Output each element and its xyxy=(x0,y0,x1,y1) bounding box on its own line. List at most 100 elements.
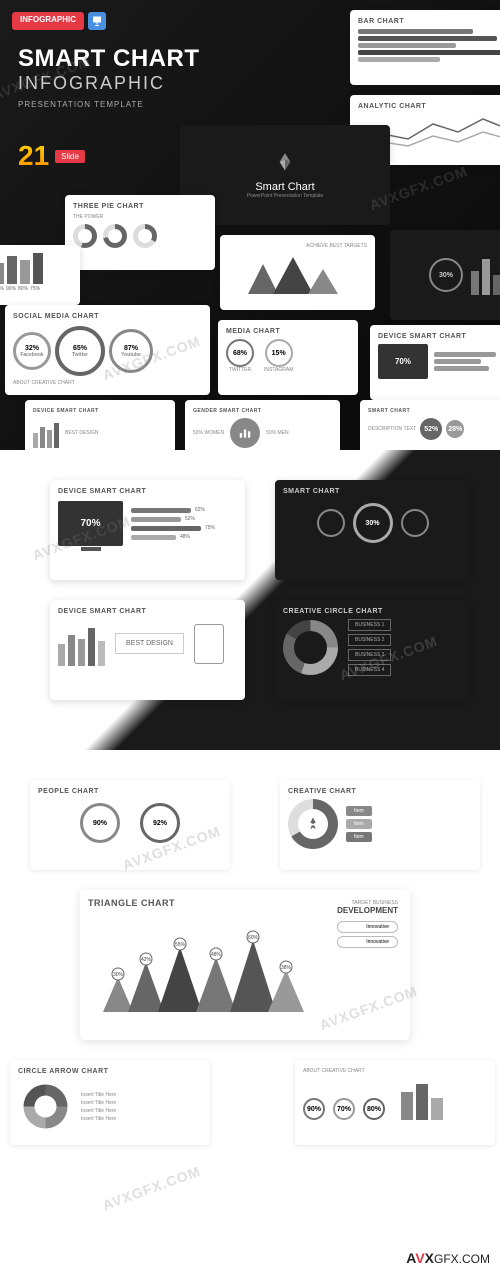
lbl: BUSINESS 2 xyxy=(348,634,391,646)
rocket-icon xyxy=(305,816,321,832)
chart-icon xyxy=(238,426,252,440)
card-people: PEOPLE CHART 90% 92% xyxy=(30,780,230,870)
svg-text:38%: 38% xyxy=(281,965,292,971)
card-title: DEVICE SMART CHART xyxy=(33,408,167,414)
pct: 87% xyxy=(124,345,138,352)
svg-text:48%: 48% xyxy=(211,952,222,958)
card-creative: CREATIVE CHART Item Item Item xyxy=(280,780,480,870)
card-title: BAR CHART xyxy=(358,18,500,25)
card-title: SOCIAL MEDIA CHART xyxy=(13,313,202,320)
lbl: Twitter xyxy=(72,352,88,358)
card-title: DEVICE SMART CHART xyxy=(58,608,237,615)
pct: 30% xyxy=(365,520,379,527)
card-creative-circle: CREATIVE CIRCLE CHART BUSINESS 1 BUSINES… xyxy=(275,600,470,700)
lbl: BUSINESS 3 xyxy=(348,649,391,661)
sub: BEST DESIGN xyxy=(65,430,99,436)
card-title: DEVICE SMART CHART xyxy=(58,488,237,495)
pct: 32% xyxy=(25,345,39,352)
card-title: GENDER SMART CHART xyxy=(193,408,332,414)
mountain-icon xyxy=(228,249,368,299)
segmented-circle-icon xyxy=(18,1079,73,1134)
lbl: BUSINESS 4 xyxy=(348,664,391,676)
sub: BEST DESIGN xyxy=(126,640,173,647)
pct: 52% xyxy=(424,426,438,433)
pct: 90% xyxy=(6,286,16,292)
pct: 85% xyxy=(0,286,4,292)
lbl: Insert Title Here xyxy=(81,1116,116,1122)
keynote-icon xyxy=(88,12,106,30)
card-title: PEOPLE CHART xyxy=(38,788,222,795)
sub: THE POWER xyxy=(73,214,207,220)
card-bottom-right: ABOUT CREATIVE CHART 90% 70% 80% xyxy=(295,1060,495,1145)
svg-text:30%: 30% xyxy=(113,972,124,978)
lbl: Facebook xyxy=(20,352,43,358)
card-title: CREATIVE CHART xyxy=(288,788,472,795)
pct: 70% xyxy=(80,518,100,529)
card-media: MEDIA CHART 68% TWITTER 15% INSTAGRAM xyxy=(218,320,358,395)
lbl: TWITTER xyxy=(226,367,254,373)
infographic-badge: INFOGRAPHIC xyxy=(12,12,84,30)
pct: 65% xyxy=(73,345,87,352)
pct: 68% xyxy=(233,350,247,357)
desc: DESCRIPTION TEXT xyxy=(368,426,416,432)
sub2: DEVELOPMENT xyxy=(337,906,398,915)
section-white: PEOPLE CHART 90% 92% CREATIVE CHART Item… xyxy=(0,750,500,1150)
card-triangle: TRIANGLE CHART TARGET BUSINESS DEVELOPME… xyxy=(80,890,410,1040)
brand-name: Smart Chart xyxy=(255,181,314,193)
pct: 80% xyxy=(18,286,28,292)
lbl: Insert Title Here xyxy=(81,1100,116,1106)
card-smart-dark: SMART CHART 30% xyxy=(275,480,470,580)
tag: Innovative xyxy=(337,921,398,933)
card-social: SOCIAL MEDIA CHART 32%Facebook 65%Twitte… xyxy=(5,305,210,395)
pct: 92% xyxy=(153,820,167,827)
brand-sub: PowerPoint Presentation Template xyxy=(247,193,324,199)
slide-label: Slide xyxy=(55,150,85,163)
lbl: INSTAGRAM xyxy=(264,367,293,373)
brand-logo: AVXGFX.COM xyxy=(406,1250,490,1266)
lbl: BUSINESS 1 xyxy=(348,619,391,631)
watermark: AVXGFX.COM xyxy=(100,1163,202,1213)
card-gender: GENDER SMART CHART 50% WOMEN 50% MEN xyxy=(185,400,340,450)
badge-row: INFOGRAPHIC xyxy=(12,12,106,30)
footer: ABOUT CREATIVE CHART xyxy=(13,380,202,386)
lbl: WOMEN xyxy=(204,430,224,436)
hero-section: INFOGRAPHIC SMART CHART INFOGRAPHIC PRES… xyxy=(0,0,500,450)
lbl: Insert Title Here xyxy=(81,1108,116,1114)
hero-title: SMART CHART xyxy=(18,45,199,73)
card-title: SMART CHART xyxy=(283,488,462,495)
pct: 75% xyxy=(30,286,40,292)
card-title: THREE PIE CHART xyxy=(73,203,207,210)
card-title: CREATIVE CIRCLE CHART xyxy=(283,608,462,615)
card-title: MEDIA CHART xyxy=(226,328,350,335)
slide-number: 21 xyxy=(18,140,49,172)
bar-list xyxy=(358,29,500,62)
pct: 90% xyxy=(93,820,107,827)
card-device1: DEVICE SMART CHART 70% xyxy=(370,325,500,400)
pct: 90% xyxy=(307,1106,321,1113)
svg-text:60%: 60% xyxy=(248,935,259,941)
card-3d-bars: 85% 90% 80% 75% xyxy=(0,245,80,305)
svg-text:42%: 42% xyxy=(141,957,152,963)
card-smart: SMART CHART DESCRIPTION TEXT 52% 28% xyxy=(360,400,500,450)
card-three-pie: THREE PIE CHART THE POWER xyxy=(65,195,215,270)
card-device2: DEVICE SMART CHART BEST DESIGN xyxy=(25,400,175,450)
hero-tagline: PRESENTATION TEMPLATE xyxy=(18,100,199,109)
card-circle-arrow: CIRCLE ARROW CHART Insert Title Here Ins… xyxy=(10,1060,210,1145)
lbl: Youtube xyxy=(121,352,141,358)
card-device-smart: DEVICE SMART CHART 70% 62% 52% 75% 48% xyxy=(50,480,245,580)
pct: 80% xyxy=(367,1106,381,1113)
triangle-chart-svg: 30% 42% 55% 48% 60% 38% xyxy=(88,922,308,1022)
section-footer: AVXGFX.COM AVXGFX.COM xyxy=(0,1150,500,1276)
card-achieve: ACHIEVE BEST TARGETS xyxy=(220,235,375,310)
slide-count: 21 Slide xyxy=(18,140,85,172)
tag: Innovative xyxy=(337,936,398,948)
card-title: SMART CHART xyxy=(368,408,500,414)
pct: 70% xyxy=(337,1106,351,1113)
card-device2b: DEVICE SMART CHART BEST DESIGN xyxy=(50,600,245,700)
sub: ABOUT CREATIVE CHART xyxy=(303,1068,487,1074)
svg-text:55%: 55% xyxy=(175,942,186,948)
pct: 15% xyxy=(272,350,286,357)
hero-title-block: SMART CHART INFOGRAPHIC PRESENTATION TEM… xyxy=(18,45,199,109)
card-bar-chart: BAR CHART xyxy=(350,10,500,85)
pct: 50% xyxy=(193,430,203,436)
